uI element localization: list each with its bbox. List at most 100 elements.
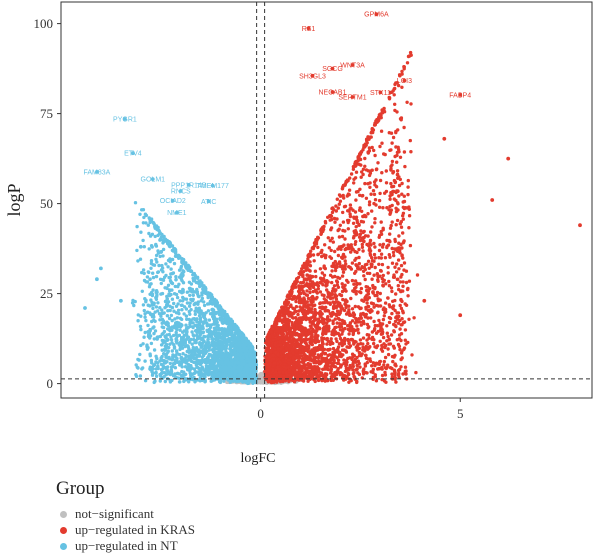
nt-point bbox=[168, 304, 172, 308]
nt-point bbox=[251, 365, 255, 369]
nt-point bbox=[198, 379, 202, 383]
nt-point bbox=[192, 271, 196, 276]
nt-point bbox=[242, 373, 246, 377]
nt-point bbox=[177, 254, 181, 258]
kras-point bbox=[333, 249, 337, 254]
nt-point bbox=[179, 277, 184, 281]
nt-point bbox=[163, 379, 167, 384]
kras-point bbox=[377, 198, 382, 203]
kras-point bbox=[405, 61, 410, 65]
nt-point bbox=[144, 300, 148, 304]
kras-point bbox=[341, 228, 345, 233]
nt-point bbox=[232, 348, 237, 352]
nt-point bbox=[220, 328, 225, 332]
nt-point bbox=[161, 278, 166, 282]
nt-point bbox=[142, 245, 146, 249]
kras-point bbox=[358, 306, 362, 311]
kras-point bbox=[386, 271, 390, 275]
kras-point bbox=[391, 250, 396, 255]
kras-point bbox=[379, 256, 383, 260]
nt-point bbox=[181, 352, 185, 356]
kras-point bbox=[385, 324, 389, 328]
nt-point bbox=[170, 257, 175, 262]
kras-point bbox=[401, 231, 405, 235]
nt-point bbox=[130, 301, 135, 305]
nt-point bbox=[182, 312, 186, 316]
nt-point bbox=[175, 316, 180, 320]
nt-point bbox=[162, 275, 167, 279]
kras-point bbox=[369, 264, 374, 269]
nt-point bbox=[159, 343, 164, 347]
nt-point bbox=[160, 234, 165, 238]
nt-point bbox=[235, 379, 240, 384]
nt-point bbox=[184, 314, 189, 318]
nt-point bbox=[148, 219, 152, 223]
kras-point bbox=[402, 150, 407, 154]
nt-point bbox=[148, 292, 152, 296]
nt-point bbox=[179, 264, 184, 269]
nt-point bbox=[165, 301, 170, 306]
nt-point bbox=[174, 292, 179, 297]
nt-point bbox=[196, 300, 200, 304]
nt-point bbox=[146, 323, 150, 328]
nt-point bbox=[160, 266, 165, 270]
nt-point bbox=[152, 325, 156, 329]
nt-point bbox=[180, 323, 184, 327]
kras-point bbox=[366, 259, 371, 263]
kras-point bbox=[338, 261, 342, 266]
kras-point bbox=[407, 279, 412, 283]
nt-point bbox=[204, 287, 208, 291]
nt-point bbox=[147, 270, 151, 275]
nt-point bbox=[146, 303, 150, 307]
kras-point bbox=[353, 210, 358, 214]
kras-point bbox=[328, 218, 332, 222]
nt-point bbox=[172, 362, 177, 366]
nt-point bbox=[216, 361, 221, 365]
nt-point bbox=[246, 373, 250, 377]
nt-point bbox=[178, 316, 183, 320]
nt-point bbox=[251, 372, 256, 377]
kras-point bbox=[387, 131, 391, 135]
nt-point bbox=[146, 330, 150, 334]
nt-point bbox=[220, 346, 224, 350]
nt-point bbox=[174, 275, 178, 279]
kras-point bbox=[356, 331, 361, 335]
kras-point bbox=[404, 280, 409, 285]
nt-point bbox=[167, 244, 172, 248]
kras-point bbox=[381, 273, 385, 278]
nt-point bbox=[141, 342, 145, 346]
nt-point bbox=[188, 312, 192, 316]
nt-point bbox=[215, 333, 219, 337]
nt-point bbox=[174, 278, 178, 282]
nt-point bbox=[230, 367, 234, 372]
nt-point bbox=[151, 312, 155, 317]
kras-point bbox=[378, 178, 383, 183]
nt-point bbox=[206, 354, 211, 359]
nt-point bbox=[173, 325, 178, 329]
nt-point bbox=[177, 282, 181, 286]
kras-point bbox=[357, 235, 362, 239]
nt-point bbox=[203, 344, 207, 348]
nt-point bbox=[144, 318, 148, 323]
kras-point bbox=[362, 299, 366, 303]
nt-point bbox=[154, 305, 159, 309]
nt-point bbox=[173, 284, 177, 289]
nt-point bbox=[223, 337, 227, 341]
kras-point bbox=[316, 245, 320, 250]
nt-point bbox=[185, 349, 189, 354]
kras-point bbox=[373, 373, 377, 377]
nt-point bbox=[163, 352, 167, 356]
kras-point bbox=[405, 100, 409, 105]
kras-point bbox=[372, 252, 377, 257]
nt-point bbox=[189, 308, 193, 312]
kras-point bbox=[373, 256, 378, 260]
kras-point bbox=[400, 349, 404, 353]
nt-point bbox=[135, 365, 139, 369]
nt-point bbox=[158, 318, 162, 322]
nt-point bbox=[211, 361, 215, 365]
nt-point bbox=[198, 316, 203, 320]
kras-point bbox=[308, 290, 312, 295]
nt-point bbox=[155, 356, 159, 361]
nt-point bbox=[149, 341, 154, 346]
kras-point bbox=[393, 108, 397, 113]
